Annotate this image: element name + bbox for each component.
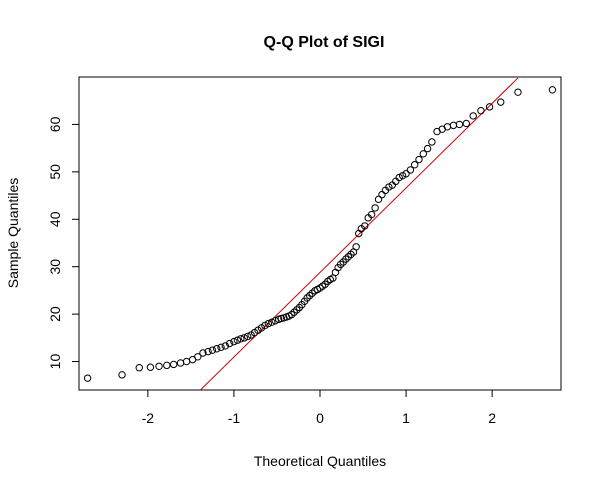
qq-point <box>410 161 419 169</box>
qq-point <box>497 98 505 106</box>
qq-point <box>428 138 436 146</box>
qq-point <box>225 339 234 348</box>
qq-point <box>208 346 217 354</box>
qq-point <box>163 361 171 370</box>
qq-point <box>347 250 355 259</box>
qq-point <box>305 291 314 300</box>
qq-point <box>290 308 298 316</box>
qq-point <box>155 362 163 370</box>
qq-point <box>83 374 92 382</box>
qq-point <box>277 314 285 323</box>
x-tick-label: 2 <box>488 410 496 426</box>
qq-point <box>344 253 353 261</box>
qq-point <box>268 318 276 326</box>
x-tick-label: -2 <box>142 410 155 426</box>
chart-title: Q-Q Plot of SIGI <box>264 34 385 51</box>
qq-point <box>367 210 376 219</box>
qq-point <box>477 106 485 115</box>
qq-point <box>374 195 383 204</box>
qq-point <box>378 190 386 199</box>
points-layer <box>83 86 557 382</box>
qq-point <box>392 177 400 186</box>
qq-point <box>264 319 273 328</box>
qq-point <box>415 155 423 164</box>
qq-point <box>176 359 185 367</box>
x-tick-label: 0 <box>316 410 324 426</box>
qq-point <box>455 120 464 129</box>
qq-point <box>146 363 155 371</box>
qq-point <box>419 150 427 158</box>
qq-point <box>217 343 225 352</box>
qq-point <box>240 334 248 342</box>
qq-reference-line <box>200 77 519 391</box>
qq-point <box>443 123 452 131</box>
qq-point <box>308 289 316 297</box>
qq-point <box>371 204 379 212</box>
qq-point <box>361 222 369 230</box>
qq-point <box>423 144 432 153</box>
y-axis-label: Sample Quantiles <box>5 178 21 289</box>
qq-point <box>237 335 245 343</box>
qq-point <box>485 103 494 111</box>
qq-point <box>230 337 238 346</box>
y-tick-label: 20 <box>47 306 63 322</box>
reference-line-layer <box>200 77 519 391</box>
x-axis-label: Theoretical Quantiles <box>254 453 386 469</box>
plot-frame <box>78 76 562 391</box>
qq-point <box>342 255 350 263</box>
qq-point <box>287 310 296 319</box>
qq-point <box>303 294 311 302</box>
qq-point <box>406 166 415 174</box>
qq-point <box>182 357 191 366</box>
qq-point <box>293 306 301 314</box>
qq-point <box>352 243 360 251</box>
y-tick-label: 10 <box>47 354 63 370</box>
y-tick-label: 30 <box>47 259 63 275</box>
qq-point <box>221 342 230 350</box>
qq-point <box>169 360 178 369</box>
qq-point <box>336 260 345 269</box>
qq-point <box>469 112 477 120</box>
qq-point <box>462 119 471 128</box>
x-tick-label: -1 <box>228 410 241 426</box>
qq-point <box>548 86 557 94</box>
x-axis: -2 -1 0 1 2 <box>142 389 496 426</box>
qq-point <box>213 345 221 353</box>
qq-point <box>233 336 242 344</box>
y-tick-label: 40 <box>47 211 63 227</box>
y-axis: 10 20 30 40 50 60 <box>47 116 80 370</box>
qq-point <box>204 347 212 356</box>
qq-point <box>199 349 207 357</box>
qq-point <box>449 121 458 130</box>
qq-point <box>244 332 252 341</box>
y-tick-label: 60 <box>47 116 63 132</box>
qq-point <box>194 353 202 361</box>
x-tick-label: 1 <box>402 410 410 426</box>
qq-point <box>135 364 143 372</box>
qq-point <box>402 170 410 178</box>
y-tick-label: 50 <box>47 164 63 180</box>
qq-point <box>118 371 126 379</box>
qq-point <box>514 88 522 96</box>
